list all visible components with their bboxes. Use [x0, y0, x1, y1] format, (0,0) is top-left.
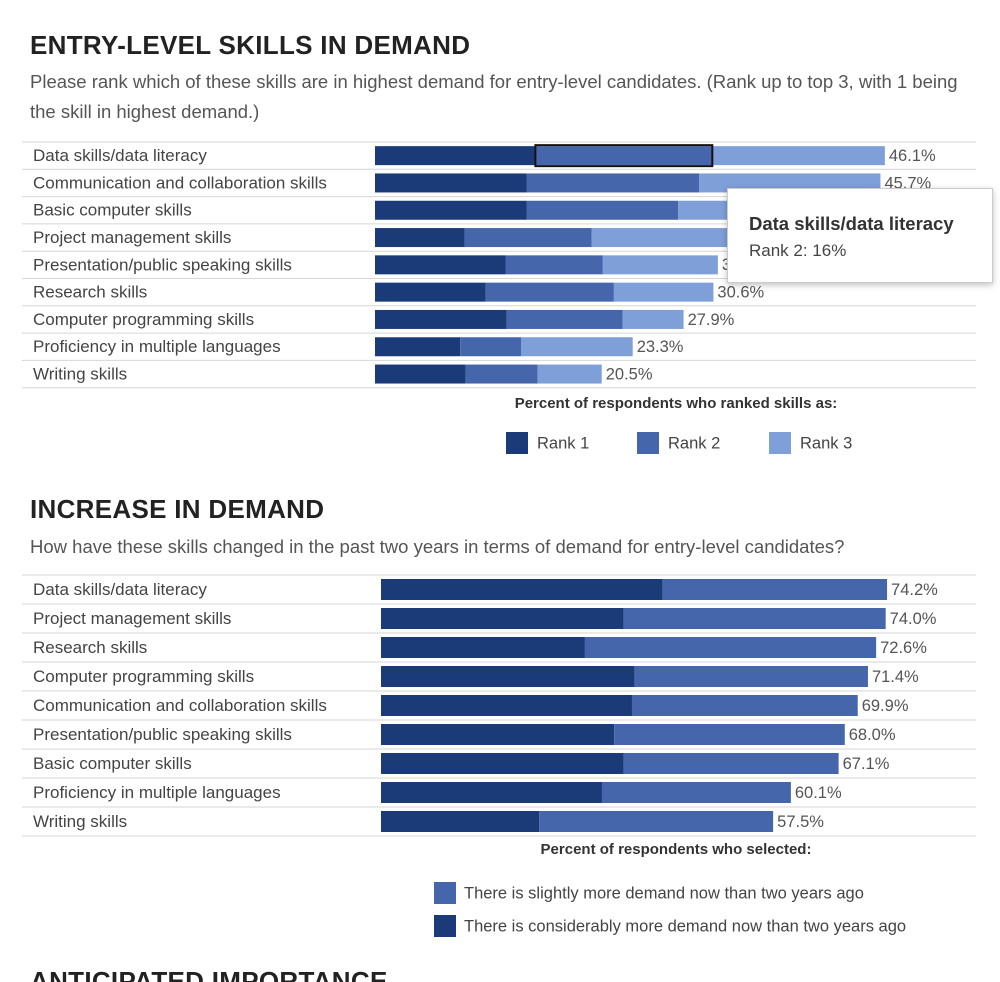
bar-segment: [375, 364, 466, 384]
category-label: Project management skills: [33, 609, 231, 628]
total-label: 72.6%: [880, 639, 927, 657]
total-label: 74.0%: [890, 610, 937, 628]
bar-segment: [584, 637, 877, 658]
legend-swatch: [506, 432, 528, 454]
legend-label: Rank 2: [668, 434, 720, 452]
bar-segment: [381, 811, 540, 832]
bar-segment: [622, 309, 684, 329]
bar-segment: [375, 282, 486, 302]
bar-segment: [375, 309, 507, 329]
category-label: Computer programming skills: [33, 667, 254, 686]
category-label: Basic computer skills: [33, 754, 192, 773]
legend-swatch: [637, 432, 659, 454]
total-label: 20.5%: [606, 365, 653, 383]
bar-segment: [631, 695, 858, 716]
bar-segment: [465, 364, 538, 384]
legend-label: Rank 3: [800, 434, 852, 452]
bar-segment: [381, 724, 615, 745]
legend-swatch: [769, 432, 791, 454]
total-label: 45.7%: [884, 174, 931, 192]
chart-subtitle: Please rank which of these skills are in…: [30, 71, 958, 122]
bar-segment: [381, 753, 624, 774]
bar-segment: [537, 364, 602, 384]
bar-segment: [464, 228, 592, 248]
bar-segment: [505, 255, 603, 275]
bar-segment: [623, 608, 886, 629]
bar-segment: [485, 282, 614, 302]
bar-segment: [613, 282, 714, 302]
bar-segment: [662, 579, 888, 600]
bar-segment: [520, 337, 633, 357]
bar-segment: [375, 146, 536, 166]
total-label: 23.3%: [637, 338, 684, 356]
legend-swatch: [434, 915, 456, 937]
total-label: 71.4%: [872, 668, 919, 686]
total-label: 46.1%: [889, 147, 936, 165]
legend-label: Rank 1: [537, 434, 589, 452]
bar-segment: [712, 146, 885, 166]
bar-segment: [375, 337, 461, 357]
category-label: Data skills/data literacy: [33, 580, 207, 599]
bar-segment: [601, 782, 791, 803]
category-label: Presentation/public speaking skills: [33, 725, 292, 744]
bar-segment: [506, 309, 623, 329]
total-label: 74.2%: [891, 581, 938, 599]
category-label: Communication and collaboration skills: [33, 173, 327, 192]
chart-subtitle: How have these skills changed in the pas…: [30, 536, 845, 557]
category-label: Presentation/public speaking skills: [33, 255, 292, 274]
bar-segment: [381, 579, 663, 600]
tooltip-text: Rank 2: 16%: [749, 241, 847, 260]
bar-segment: [623, 753, 839, 774]
bar-segment: [634, 666, 868, 687]
bar-segment: [539, 811, 774, 832]
axis-caption: Percent of respondents who selected:: [541, 841, 812, 858]
tooltip: Data skills/data literacy Rank 2: 16%: [727, 188, 993, 283]
bar-segment: [460, 337, 521, 357]
category-label: Proficiency in multiple languages: [33, 337, 281, 356]
chart-title: INCREASE IN DEMAND: [30, 494, 325, 524]
bar-segment: [602, 255, 718, 275]
tooltip-title: Data skills/data literacy: [749, 213, 954, 234]
total-label: 57.5%: [777, 813, 824, 831]
legend-label: There is considerably more demand now th…: [464, 917, 906, 935]
bar-segment: [526, 200, 679, 220]
category-label: Writing skills: [33, 812, 127, 831]
bar-segment: [375, 200, 527, 220]
category-label: Writing skills: [33, 365, 127, 384]
category-label: Research skills: [33, 638, 147, 657]
bar-segment: [375, 255, 506, 275]
bar-segment: [381, 666, 635, 687]
category-label: Research skills: [33, 283, 147, 302]
bar-segment: [381, 695, 632, 716]
total-label: 60.1%: [795, 784, 842, 802]
hover-highlight: [534, 144, 714, 168]
total-label: 67.1%: [843, 755, 890, 773]
bar-segment: [381, 608, 624, 629]
bar-segment: [375, 228, 465, 248]
bar-segment: [375, 173, 527, 193]
total-label: 27.9%: [688, 311, 735, 329]
legend-label: There is slightly more demand now than t…: [464, 884, 864, 902]
category-label: Computer programming skills: [33, 310, 254, 329]
category-label: Project management skills: [33, 228, 231, 247]
bar-segment: [381, 637, 585, 658]
bar-segment: [381, 782, 602, 803]
chart-title: ENTRY-LEVEL SKILLS IN DEMAND: [30, 30, 471, 60]
bar-segment: [699, 173, 881, 193]
total-label: 69.9%: [862, 697, 909, 715]
total-label: 68.0%: [849, 726, 896, 744]
axis-caption: Percent of respondents who ranked skills…: [515, 395, 838, 412]
total-label: 30.6%: [717, 284, 764, 302]
bar-segment: [614, 724, 845, 745]
category-label: Data skills/data literacy: [33, 146, 207, 165]
bar-segment: [526, 173, 700, 193]
category-label: Basic computer skills: [33, 201, 192, 220]
category-label: Proficiency in multiple languages: [33, 783, 281, 802]
bar-segment: [535, 146, 713, 166]
category-label: Communication and collaboration skills: [33, 696, 327, 715]
legend-swatch: [434, 882, 456, 904]
section-title: ANTICIPATED IMPORTANCE: [30, 966, 388, 982]
